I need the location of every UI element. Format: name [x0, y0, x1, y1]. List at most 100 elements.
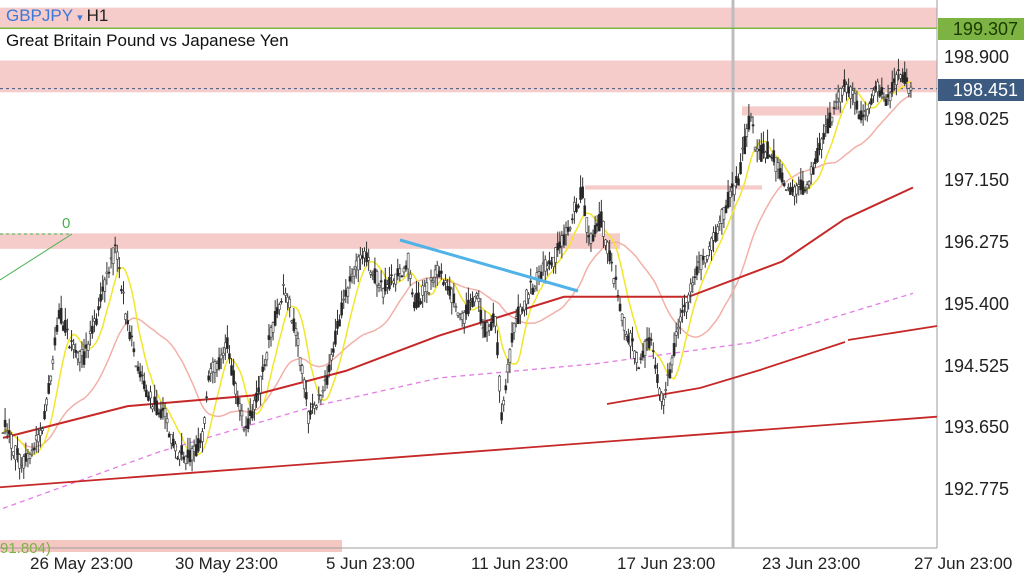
time-tick-label: 30 May 23:00 [175, 554, 279, 573]
candle-body [394, 273, 397, 285]
candle-body [327, 364, 331, 373]
candle-body [300, 365, 304, 374]
candle-body [86, 343, 90, 351]
candle-body [579, 187, 582, 200]
candle-body [597, 214, 601, 232]
candle-body [147, 395, 150, 401]
candle-body [674, 331, 678, 336]
candle-body [622, 317, 626, 331]
candle-body [172, 438, 175, 447]
candle-body [747, 115, 751, 130]
candle-body [581, 186, 584, 199]
candle-body [149, 391, 152, 399]
candle-body [489, 321, 493, 331]
candle-body [213, 361, 217, 373]
candle-body [676, 326, 680, 330]
candle-body [209, 368, 213, 374]
candle-body [494, 316, 497, 327]
candle-body [787, 186, 790, 189]
candle-body [492, 313, 495, 324]
candle-body [115, 251, 119, 260]
candle-body [408, 273, 412, 279]
candle-body [600, 211, 603, 228]
candle-body [876, 81, 879, 93]
symbol-name[interactable]: GBPJPY [6, 6, 74, 25]
candle-body [184, 456, 188, 464]
candle-body [346, 287, 350, 297]
candle-body [373, 268, 377, 284]
candle-body [471, 297, 474, 307]
candle-body [793, 186, 796, 197]
candle-body [523, 300, 526, 311]
candle-body [525, 289, 528, 305]
candle-body [43, 410, 46, 420]
candle-body [697, 261, 701, 263]
candle-body [240, 410, 244, 417]
price-tick-label: 192.775 [944, 479, 1010, 499]
candle-body [440, 270, 443, 274]
candle-body [388, 276, 391, 290]
candle-body [583, 205, 587, 217]
candle-body [660, 392, 663, 402]
timeframe-label[interactable]: H1 [86, 6, 109, 25]
candle-body [332, 348, 335, 353]
candle-body [506, 363, 510, 373]
candle-body [450, 288, 454, 303]
symbol-selector[interactable]: GBPJPY ▾ H1 [6, 6, 108, 26]
candle-body [205, 396, 208, 399]
candle-body [356, 256, 360, 271]
candle-body [130, 335, 134, 338]
candle-body [872, 89, 875, 97]
candle-body [307, 411, 310, 424]
candle-body [7, 430, 11, 435]
candle-body [363, 250, 366, 259]
candle-body [577, 205, 580, 208]
candle-body [591, 234, 595, 242]
candle-body [427, 292, 431, 295]
fibonacci-zero-label: 0 [62, 215, 71, 232]
candle-body [377, 285, 381, 289]
candle-body [543, 259, 547, 272]
candle-body [342, 298, 346, 301]
candle-body [122, 291, 125, 294]
candle-body [354, 260, 358, 268]
candle-body [192, 445, 196, 452]
candle-body [111, 247, 115, 264]
candle-body [720, 209, 724, 224]
candle-body [510, 332, 514, 343]
time-tick-label: 26 May 23:00 [30, 554, 134, 573]
ma-medium-line [2, 94, 912, 449]
candle-body [533, 286, 537, 290]
candle-body [26, 453, 30, 460]
candle-body [568, 227, 572, 230]
candle-body [776, 162, 780, 170]
candle-body [275, 307, 279, 315]
candle-body [454, 306, 458, 309]
drawing-objects [0, 233, 579, 293]
candle-body [639, 358, 643, 360]
candles [1, 58, 913, 480]
candle-body [419, 301, 422, 305]
candle-body [519, 306, 522, 316]
candle-body [329, 354, 333, 361]
dropdown-icon[interactable]: ▾ [77, 12, 83, 24]
candle-body [359, 254, 362, 260]
candle-body [404, 265, 408, 270]
candle-body [390, 274, 393, 276]
candle-body [556, 243, 560, 251]
candle-body [751, 124, 755, 127]
candle-body [475, 293, 478, 297]
candle-body [888, 92, 892, 102]
candle-body [624, 334, 628, 337]
candle-body [564, 227, 568, 235]
candle-body [20, 464, 23, 466]
candle-body [446, 285, 449, 291]
candle-body [826, 118, 830, 134]
candle-body [61, 325, 65, 331]
candle-body [895, 74, 898, 86]
candle-body [431, 280, 435, 283]
candle-body [91, 325, 94, 334]
candle-body [201, 431, 204, 442]
